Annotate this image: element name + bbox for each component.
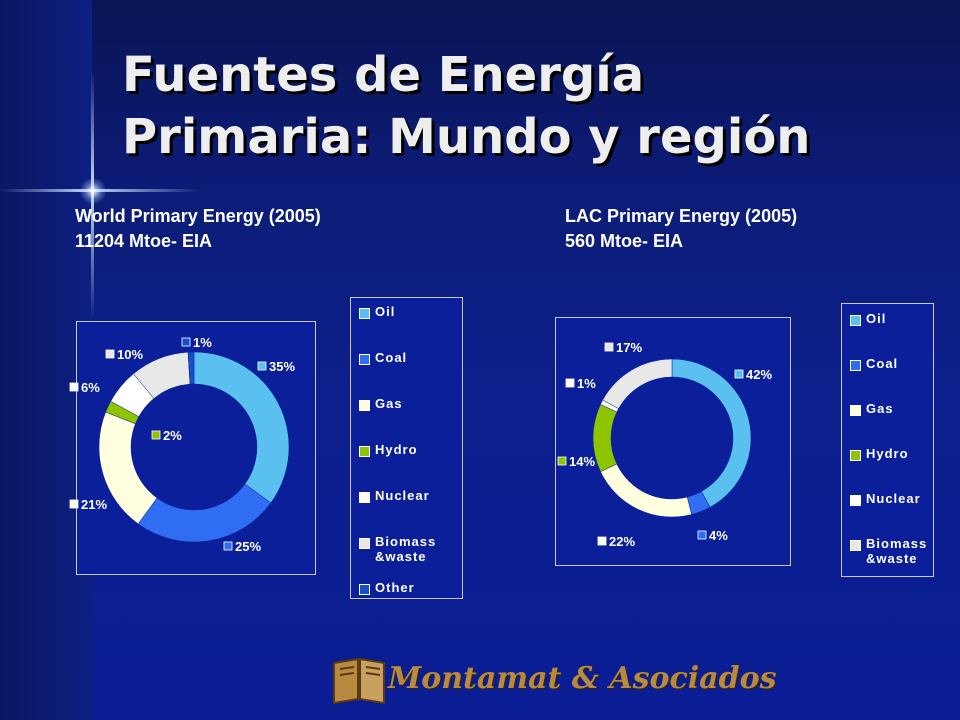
- world-legend-item: Oil: [359, 304, 395, 319]
- lac-label-marker: [734, 369, 744, 379]
- world-legend-swatch: [359, 400, 370, 411]
- lac-legend-label: Hydro: [866, 446, 909, 461]
- world-slice-other: [187, 351, 195, 385]
- lac-data-label: 42%: [746, 367, 772, 382]
- world-legend-label: Hydro: [375, 442, 418, 457]
- lac-legend-swatch: [850, 495, 861, 506]
- lac-legend-item: Hydro: [850, 446, 909, 461]
- light-flare-center: [80, 178, 106, 204]
- world-legend-item: Other: [359, 580, 415, 595]
- world-legend-item: Hydro: [359, 442, 418, 457]
- lac-legend-swatch: [850, 315, 861, 326]
- lac-donut-chart: 42% 4% 22% 14% 1% 17%: [557, 340, 772, 549]
- logo-text: Montamat & Asociados: [388, 661, 777, 696]
- world-subtitle-line-2: 11204 Mtoe- EIA: [75, 231, 213, 251]
- lac-legend-label: Gas: [866, 401, 894, 416]
- world-data-label: 1%: [193, 335, 212, 350]
- world-legend-label: Nuclear: [375, 488, 430, 503]
- world-legend-item: Biomass &waste: [359, 534, 436, 564]
- lac-slice-gas: [600, 463, 692, 518]
- book-logo-icon: [333, 657, 385, 705]
- world-legend-swatch: [359, 492, 370, 503]
- title-line-2: Primaria: Mundo y región: [122, 109, 811, 165]
- lac-legend-swatch: [850, 540, 861, 551]
- world-data-label: 25%: [235, 539, 261, 554]
- lac-label-marker: [557, 456, 567, 466]
- title-line-1: Fuentes de Energía: [122, 47, 645, 103]
- lac-legend-label: Biomass &waste: [866, 536, 928, 566]
- lac-subtitle-line-2: 560 Mtoe- EIA: [565, 231, 684, 251]
- lac-data-label: 1%: [577, 376, 596, 391]
- company-logo: Montamat & Asociados: [330, 655, 777, 707]
- world-label-marker: [105, 349, 115, 359]
- world-legend-swatch: [359, 354, 370, 365]
- lac-data-label: 14%: [569, 454, 595, 469]
- lac-label-marker: [697, 530, 707, 540]
- world-data-label: 21%: [81, 497, 107, 512]
- lac-legend-item: Coal: [850, 356, 898, 371]
- lac-legend-item: Nuclear: [850, 491, 921, 506]
- lac-legend-label: Nuclear: [866, 491, 921, 506]
- lac-label-marker: [565, 378, 575, 388]
- world-legend-swatch: [359, 584, 370, 595]
- world-label-marker: [257, 361, 267, 371]
- world-label-marker: [69, 499, 79, 509]
- lac-data-label: 4%: [709, 528, 728, 543]
- world-legend-item: Gas: [359, 396, 403, 411]
- world-legend-label: Other: [375, 580, 415, 595]
- world-subtitle: World Primary Energy (2005) 11204 Mtoe- …: [75, 204, 321, 254]
- world-data-label: 2%: [163, 428, 182, 443]
- lac-subtitle: LAC Primary Energy (2005) 560 Mtoe- EIA: [565, 204, 797, 254]
- lac-slice-hydro: [592, 404, 618, 472]
- lac-legend-label: Coal: [866, 356, 899, 371]
- world-data-label: 10%: [117, 347, 143, 362]
- world-label-marker: [223, 541, 233, 551]
- lac-data-label: 22%: [609, 534, 635, 549]
- world-subtitle-line-1: World Primary Energy (2005): [75, 206, 321, 226]
- slide-title: Fuentes de Energía Primaria: Mundo y reg…: [122, 44, 810, 168]
- lac-data-label: 17%: [616, 340, 642, 355]
- world-legend-swatch: [359, 446, 370, 457]
- world-legend-label: Biomass &waste: [375, 534, 437, 564]
- lac-slice-oil: [671, 358, 752, 508]
- world-legend-item: Coal: [359, 350, 407, 365]
- world-slice-oil: [193, 351, 290, 504]
- world-legend-swatch: [359, 308, 370, 319]
- world-legend-label: Oil: [375, 304, 396, 319]
- world-slice-coal: [137, 483, 272, 543]
- title-band: [0, 0, 960, 190]
- world-label-marker: [151, 430, 161, 440]
- world-legend-swatch: [359, 538, 370, 549]
- lac-legend-label: Oil: [866, 311, 887, 326]
- world-data-label: 6%: [81, 380, 100, 395]
- lac-legend-item: Gas: [850, 401, 894, 416]
- lac-legend-swatch: [850, 360, 861, 371]
- lac-label-marker: [604, 342, 614, 352]
- lac-legend-item: Biomass &waste: [850, 536, 927, 566]
- lac-label-marker: [597, 536, 607, 546]
- world-legend-label: Gas: [375, 396, 403, 411]
- world-label-marker: [181, 337, 191, 347]
- world-label-marker: [69, 382, 79, 392]
- lac-slice-biomass: [602, 358, 673, 409]
- lac-legend-item: Oil: [850, 311, 886, 326]
- lac-legend-swatch: [850, 450, 861, 461]
- world-legend-item: Nuclear: [359, 488, 430, 503]
- lac-legend-swatch: [850, 405, 861, 416]
- world-data-label: 35%: [269, 359, 295, 374]
- lac-legend: [841, 303, 934, 577]
- lac-subtitle-line-1: LAC Primary Energy (2005): [565, 206, 798, 226]
- world-slice-gas: [98, 411, 158, 525]
- world-legend-label: Coal: [375, 350, 408, 365]
- world-donut-chart: 35% 25% 21% 2% 6% 10% 1%: [69, 335, 295, 554]
